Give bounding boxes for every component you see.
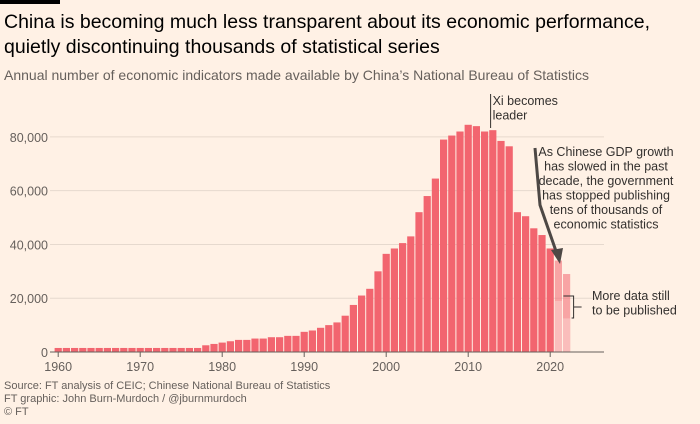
- bar-2006: [431, 178, 439, 352]
- bar-1967: [112, 347, 120, 352]
- bar-2001: [390, 248, 398, 352]
- bar-1961: [62, 347, 70, 352]
- bar-2015: [505, 146, 513, 352]
- bar-1975: [177, 347, 185, 352]
- bar-1966: [103, 347, 111, 352]
- faded-bar-2021: [554, 300, 562, 352]
- x-tick-label: 1960: [44, 360, 72, 374]
- bars: [54, 124, 571, 353]
- bar-1989: [292, 335, 300, 352]
- annotation-arrow-head: [551, 248, 563, 264]
- bar-2009: [456, 131, 464, 352]
- bar-1998: [366, 288, 374, 352]
- bar-1968: [120, 347, 128, 352]
- footer: Source: FT analysis of CEIC; Chinese Nat…: [4, 380, 330, 419]
- bar-2005: [423, 196, 431, 352]
- bar-2007: [440, 139, 448, 352]
- bar-1991: [308, 330, 316, 352]
- y-tick-label: 60,000: [10, 185, 48, 199]
- ft-top-bar: [0, 0, 60, 4]
- bar-2000: [382, 253, 390, 352]
- bar-1964: [87, 347, 95, 352]
- bar-2002: [399, 243, 407, 352]
- annotation-more-data: More data still to be published: [592, 289, 677, 318]
- chart-title: China is becoming much less transparent …: [4, 11, 650, 58]
- bar-1986: [267, 337, 275, 352]
- x-tick-label: 1980: [208, 360, 236, 374]
- y-axis-labels: 0 20,000 40,000 60,000 80,000: [10, 131, 48, 360]
- graphic-credit: FT graphic: John Burn-Murdoch / @jburnmu…: [4, 393, 247, 405]
- bar-1977: [194, 347, 202, 352]
- x-tick-label: 1990: [290, 360, 318, 374]
- x-tick-label: 1970: [126, 360, 154, 374]
- bar-2018: [530, 228, 538, 352]
- bar-2012: [481, 131, 489, 352]
- bar-1965: [95, 347, 103, 352]
- bar-2011: [472, 126, 480, 352]
- annotation-xi-becomes-leader: Xi becomes leader: [493, 94, 558, 123]
- bar-1970: [136, 347, 144, 352]
- x-axis: 1960 1970 1980 1990 2000 2010 2020: [44, 351, 604, 374]
- bar-1988: [284, 335, 292, 352]
- bar-1987: [276, 337, 284, 352]
- bar-1992: [317, 327, 325, 352]
- x-tick-label: 2010: [454, 360, 482, 374]
- x-tick-label: 2000: [372, 360, 400, 374]
- bar-1981: [226, 341, 234, 352]
- bar-2014: [497, 140, 505, 352]
- bar-2019: [538, 235, 546, 352]
- bar-2010: [464, 124, 472, 353]
- bar-1980: [218, 342, 226, 352]
- bar-2004: [415, 212, 423, 352]
- bar-1973: [161, 347, 169, 352]
- y-tick-label: 20,000: [10, 292, 48, 306]
- bar-1974: [169, 347, 177, 352]
- bar-2003: [407, 236, 415, 352]
- bar-1993: [325, 325, 333, 352]
- bar-1983: [243, 339, 251, 352]
- bar-1972: [153, 347, 161, 352]
- bar-1990: [300, 331, 308, 352]
- bar-1963: [79, 347, 87, 352]
- bar-1976: [185, 347, 193, 352]
- bar-1995: [341, 315, 349, 352]
- y-tick-label: 80,000: [10, 131, 48, 145]
- source-note: Source: FT analysis of CEIC; Chinese Nat…: [4, 380, 331, 392]
- y-tick-label: 40,000: [10, 238, 48, 252]
- bar-2016: [513, 212, 521, 352]
- annotation-arrow: [533, 147, 559, 255]
- y-tick-label: 0: [41, 346, 48, 360]
- bar-1996: [349, 304, 357, 352]
- bar-1994: [333, 322, 341, 352]
- chart-subtitle: Annual number of economic indicators mad…: [4, 67, 589, 83]
- copyright: © FT: [4, 406, 29, 418]
- bar-2020: [546, 248, 554, 352]
- faded-bar-2022: [563, 318, 571, 352]
- bar-1960: [54, 347, 62, 352]
- annotations: Xi becomes leader As Chinese GDP growth has…: [490, 94, 677, 319]
- bar-1971: [144, 347, 152, 352]
- x-tick-label: 2020: [536, 360, 564, 374]
- bar-1984: [251, 338, 259, 352]
- bar-2017: [522, 216, 530, 352]
- bar-2008: [448, 135, 456, 352]
- bar-1999: [374, 271, 382, 352]
- bar-1997: [358, 295, 366, 352]
- bar-1979: [210, 343, 218, 352]
- bar-1969: [128, 347, 136, 352]
- annotation-gdp-slowed: As Chinese GDP growth has slowed in the p…: [538, 145, 674, 232]
- bar-1985: [259, 338, 267, 352]
- bar-1962: [71, 347, 79, 352]
- bar-2022: [563, 274, 571, 352]
- bar-2013: [489, 130, 497, 352]
- bar-1978: [202, 345, 210, 352]
- bar-1982: [235, 339, 243, 352]
